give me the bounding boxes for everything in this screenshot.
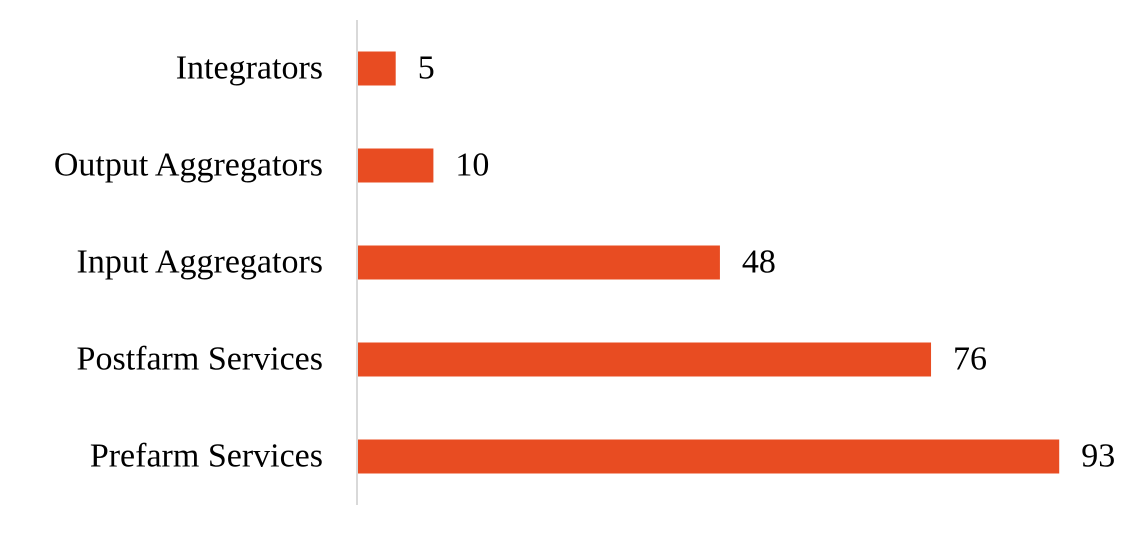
y-tick-label: Input Aggregators xyxy=(77,243,323,280)
y-tick-label: Prefarm Services xyxy=(90,437,323,474)
bar xyxy=(358,148,434,183)
bar xyxy=(358,245,720,280)
y-tick-label: Postfarm Services xyxy=(77,340,323,377)
data-label: 5 xyxy=(418,49,435,86)
data-label: 48 xyxy=(742,243,776,280)
bar xyxy=(358,51,396,86)
bar xyxy=(358,342,932,377)
bar xyxy=(358,439,1060,474)
y-tick-label: Output Aggregators xyxy=(54,146,323,183)
data-label: 93 xyxy=(1081,437,1115,474)
data-label: 10 xyxy=(455,146,489,183)
y-tick-label: Integrators xyxy=(176,49,323,86)
data-label: 76 xyxy=(953,340,987,377)
